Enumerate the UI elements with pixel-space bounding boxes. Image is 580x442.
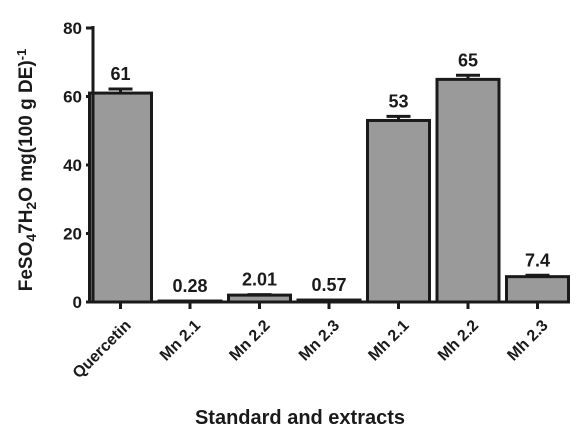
value-label: 0.57 xyxy=(311,275,346,295)
x-tick-label: Mn 2.1 xyxy=(157,317,204,364)
y-axis-label-part: FeSO xyxy=(16,242,37,292)
y-axis-label-part: 2 xyxy=(23,202,39,210)
value-label: 7.4 xyxy=(525,250,550,270)
x-tick-label: Mn 2.2 xyxy=(226,317,273,364)
y-tick-label: 20 xyxy=(63,225,82,244)
y-axis-label-part: 4 xyxy=(23,234,39,242)
value-label: 65 xyxy=(458,50,478,70)
axes xyxy=(91,26,566,304)
x-tick-label: Quercetin xyxy=(70,317,135,382)
x-tick-label: Mh 2.1 xyxy=(365,317,412,364)
x-tick-label: Mh 2.2 xyxy=(435,317,482,364)
value-label: 53 xyxy=(388,91,408,111)
bar-mh-2-3 xyxy=(505,275,570,304)
x-tick-label: Mn 2.3 xyxy=(296,317,343,364)
y-axis-label-part: 7H xyxy=(16,210,37,234)
value-label: 0.28 xyxy=(172,276,207,296)
y-tick-label: 80 xyxy=(63,19,82,38)
value-label: 2.01 xyxy=(242,270,277,290)
y-tick-label: 60 xyxy=(63,88,82,107)
y-axis-label-part: -1 xyxy=(14,49,29,61)
y-tick-label: 40 xyxy=(63,156,82,175)
value-labels: 61 0.28 2.01 0.57 53 65 7.4 xyxy=(110,50,550,296)
bar-quercetin xyxy=(88,91,153,304)
y-tick-label: 0 xyxy=(73,293,82,312)
y-axis-label: FeSO47H2O mg(100 g DE)-1 xyxy=(14,49,38,292)
bars xyxy=(88,77,570,304)
error-bars xyxy=(108,73,550,297)
bar-mh-2-1 xyxy=(366,118,431,304)
y-axis-label-part: O mg(100 g DE) xyxy=(16,60,37,201)
value-label: 61 xyxy=(110,64,130,84)
bar-mh-2-2 xyxy=(435,77,501,304)
x-axis-ticks: Quercetin Mn 2.1 Mn 2.2 Mn 2.3 Mh 2.1 Mh 2.2 M… xyxy=(70,302,552,382)
x-axis-label: Standard and extracts xyxy=(195,407,405,429)
x-tick-label: Mh 2.3 xyxy=(504,317,551,364)
